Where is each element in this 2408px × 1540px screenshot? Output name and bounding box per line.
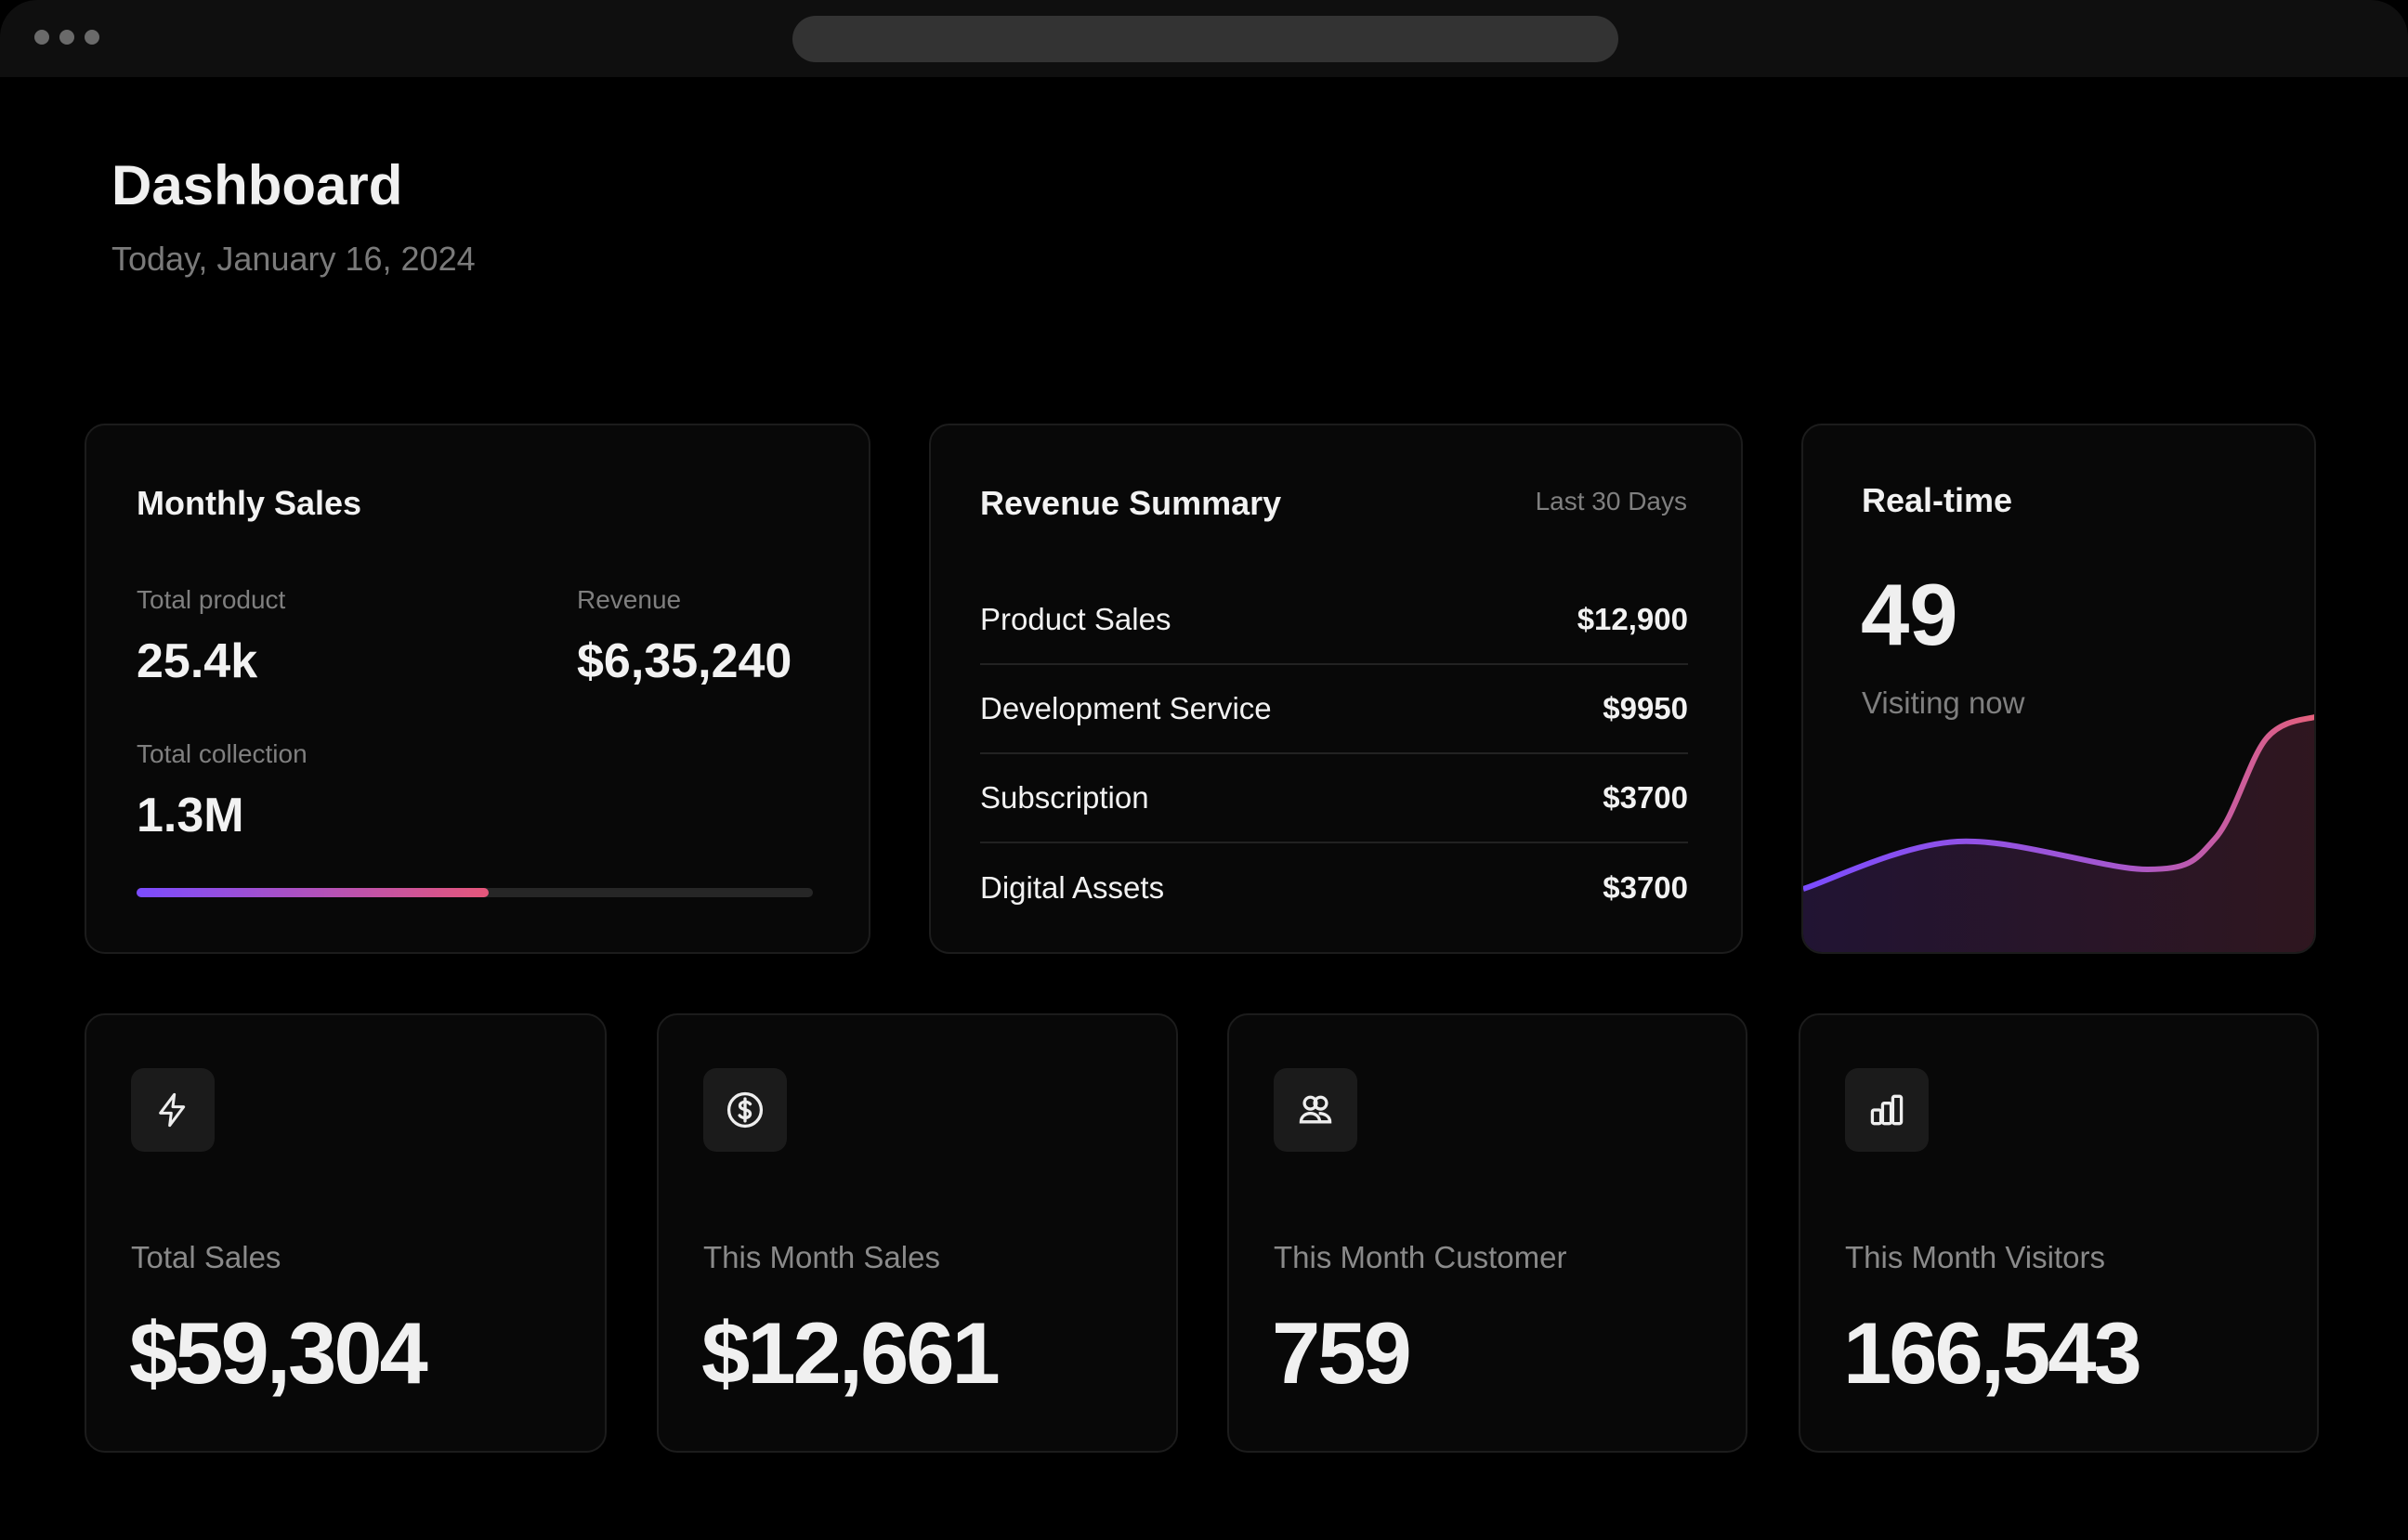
monthly-sales-card: Monthly Sales Total product 25.4k Revenu… <box>85 424 870 954</box>
realtime-caption: Visiting now <box>1862 685 2025 720</box>
revenue-row: Digital Assets $3700 <box>980 843 1688 933</box>
collection-progress-bar <box>137 888 813 897</box>
window-dot[interactable] <box>85 30 99 45</box>
browser-toolbar <box>0 0 2408 77</box>
stat-card-total-sales: Total Sales $59,304 <box>85 1013 607 1453</box>
lightning-icon <box>131 1068 215 1152</box>
row-label: Digital Assets <box>980 870 1165 905</box>
page-date: Today, January 16, 2024 <box>111 240 476 278</box>
stat-label: Total Sales <box>131 1240 281 1274</box>
address-bar[interactable] <box>792 16 1618 62</box>
revenue-row: Subscription $3700 <box>980 754 1688 843</box>
stat-card-month-sales: This Month Sales $12,661 <box>657 1013 1178 1453</box>
revenue-label: Revenue <box>577 585 682 614</box>
revenue-value: $6,35,240 <box>577 634 792 688</box>
total-collection-value: 1.3M <box>137 789 244 842</box>
stat-label: This Month Sales <box>703 1240 940 1274</box>
total-collection-label: Total collection <box>137 739 308 768</box>
page-title: Dashboard <box>111 154 403 216</box>
bar-chart-icon <box>1845 1068 1929 1152</box>
row-amount: $3700 <box>1603 780 1688 815</box>
window-dot[interactable] <box>34 30 49 45</box>
realtime-sparkline <box>1803 714 2314 952</box>
stat-value: 166,543 <box>1843 1304 2142 1402</box>
total-product-label: Total product <box>137 585 286 614</box>
sparkline-area <box>1803 717 2314 952</box>
period-label[interactable]: Last 30 Days <box>1535 487 1687 516</box>
row-label: Development Service <box>980 691 1272 725</box>
card-title: Real-time <box>1862 481 2013 519</box>
realtime-count: 49 <box>1861 566 1958 663</box>
card-title: Monthly Sales <box>137 484 362 522</box>
stat-value: $59,304 <box>129 1304 428 1402</box>
stat-value: 759 <box>1272 1304 1412 1402</box>
row-amount: $12,900 <box>1577 602 1688 636</box>
revenue-row: Development Service $9950 <box>980 665 1688 754</box>
dollar-circle-icon <box>703 1068 787 1152</box>
stat-label: This Month Visitors <box>1845 1240 2105 1274</box>
window-dot[interactable] <box>59 30 74 45</box>
total-product-value: 25.4k <box>137 634 258 688</box>
stat-value: $12,661 <box>701 1304 1001 1402</box>
row-label: Product Sales <box>980 602 1171 636</box>
row-amount: $3700 <box>1603 870 1688 905</box>
stat-card-month-visitors: This Month Visitors 166,543 <box>1799 1013 2319 1453</box>
sparkline-line <box>1803 714 2314 892</box>
realtime-card: Real-time 49 Visiting now <box>1801 424 2316 954</box>
row-amount: $9950 <box>1603 691 1688 725</box>
users-icon <box>1274 1068 1357 1152</box>
revenue-summary-card: Revenue Summary Last 30 Days Product Sal… <box>929 424 1743 954</box>
stat-card-month-customer: This Month Customer 759 <box>1227 1013 1747 1453</box>
revenue-row: Product Sales $12,900 <box>980 576 1688 665</box>
stat-label: This Month Customer <box>1274 1240 1567 1274</box>
row-label: Subscription <box>980 780 1149 815</box>
card-title: Revenue Summary <box>980 484 1282 522</box>
progress-fill <box>137 888 489 897</box>
